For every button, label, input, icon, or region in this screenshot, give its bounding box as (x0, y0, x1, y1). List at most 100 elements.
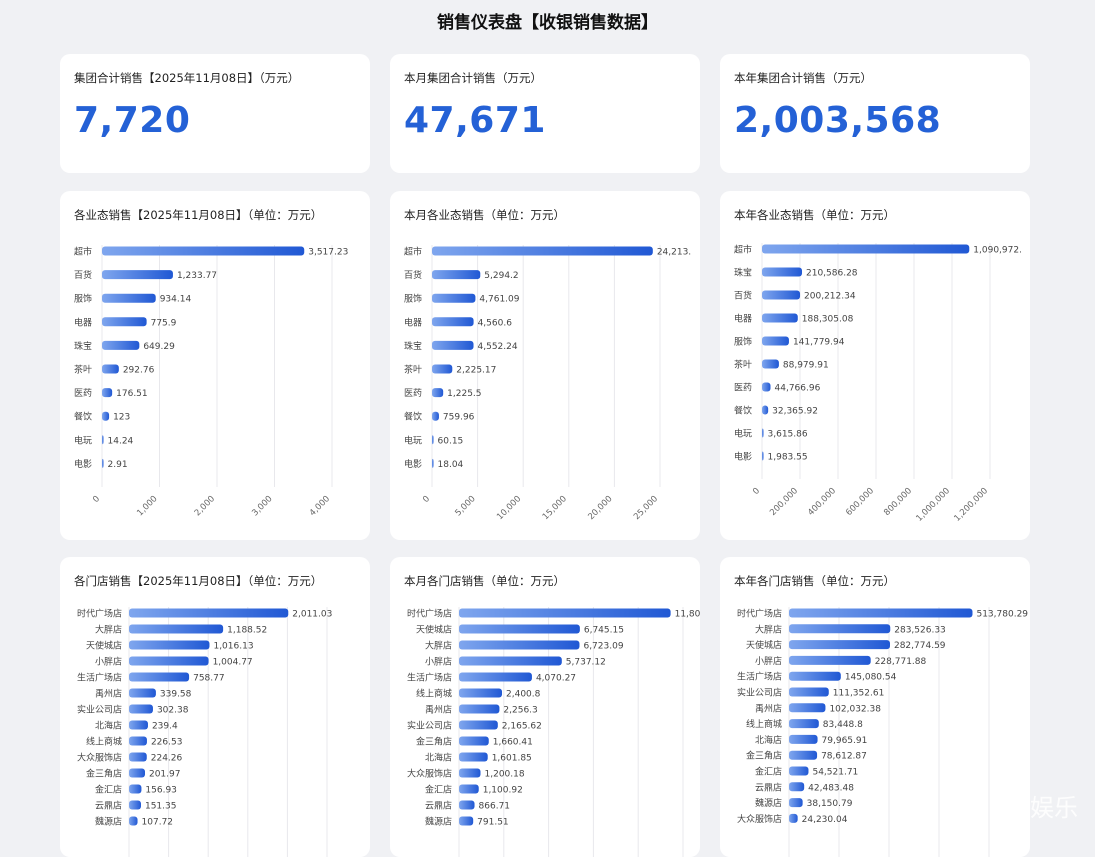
category-label: 北海店 (755, 734, 782, 746)
chart-title: 本年各业态销售（单位：万元） (734, 208, 895, 222)
kpi-monthly-value: 47,671 (404, 100, 546, 141)
value-label: 1,016.13 (213, 642, 253, 652)
kpi-monthly-title: 本月集团合计销售（万元） (404, 71, 542, 85)
bar (762, 267, 803, 277)
kpi-card-daily: 集团合计销售【2025年11月08日】（万元） 7,720 (60, 54, 370, 173)
bar (762, 313, 798, 323)
bar (459, 816, 474, 826)
bar-chart-daily-format: 0 1,000 2,000 3,000 4,000 超市 3,517.23 百货 1,233.7… (74, 245, 348, 518)
bar (459, 784, 479, 794)
bar (762, 451, 764, 461)
bar (459, 640, 580, 650)
category-label: 大众服饰店 (77, 752, 122, 764)
value-label: 283,526.33 (894, 625, 946, 635)
category-label: 金三角店 (86, 768, 122, 780)
bar (432, 270, 481, 280)
bar (789, 671, 841, 681)
category-label: 百货 (74, 269, 92, 281)
bar (789, 782, 805, 792)
kpi-card-monthly: 本月集团合计销售（万元） 47,671 (390, 54, 700, 173)
value-label: 107.72 (142, 818, 174, 828)
category-label: 电器 (734, 313, 752, 325)
category-label: 小胖店 (755, 655, 782, 667)
category-label: 餐饮 (734, 405, 752, 417)
bar (129, 672, 190, 682)
value-label: 2,225.17 (456, 366, 496, 376)
value-label: 210,586.28 (806, 269, 858, 279)
value-label: 88,979.91 (783, 361, 829, 371)
category-label: 服饰 (734, 336, 752, 348)
category-label: 茶叶 (734, 359, 752, 371)
category-label: 天使城店 (746, 639, 782, 651)
kpi-card-yearly: 本年集团合计销售（万元） 2,003,568 (720, 54, 1030, 173)
category-label: 实业公司店 (737, 687, 782, 699)
value-label: 24,213. (657, 248, 691, 258)
bar (762, 290, 801, 300)
value-label: 156.93 (145, 786, 177, 796)
x-tick-label: 1,000 (135, 494, 159, 518)
value-label: 4,552.24 (478, 342, 518, 352)
value-label: 6,723.09 (583, 642, 623, 652)
bar (129, 688, 156, 698)
category-label: 超市 (74, 246, 92, 258)
bar (459, 800, 475, 810)
value-label: 1,601.85 (492, 754, 532, 764)
bar (789, 719, 819, 729)
bar (129, 608, 289, 618)
category-label: 生活广场店 (407, 672, 452, 684)
value-label: 2,165.62 (502, 722, 542, 732)
chart-card-daily-store: 各门店销售【2025年11月08日】（单位：万元） 时代广场店 2,011.03 大… (60, 557, 370, 857)
category-label: 珠宝 (74, 340, 92, 352)
category-label: 医药 (734, 383, 752, 394)
value-label: 649.29 (143, 342, 175, 352)
category-label: 生活广场店 (77, 672, 122, 684)
value-label: 18.04 (438, 460, 464, 470)
value-label: 32,365.92 (772, 407, 818, 417)
value-label: 111,352.61 (833, 689, 885, 699)
value-label: 11,809 (675, 610, 700, 620)
category-label: 电影 (734, 451, 752, 463)
bar (102, 293, 156, 303)
value-label: 4,560.6 (478, 318, 513, 328)
category-label: 茶叶 (404, 364, 422, 376)
chart-card-yearly-store: 本年各门店销售（单位：万元） 时代广场店 513,780.29 大胖店 283,526… (720, 557, 1030, 857)
bar (762, 359, 779, 369)
value-label: 282,774.59 (894, 641, 946, 651)
bar (129, 736, 147, 746)
value-label: 759.96 (443, 413, 475, 423)
category-label: 珠宝 (404, 340, 422, 352)
chart-title: 本月各门店销售（单位：万元） (404, 574, 565, 588)
category-label: 禹州店 (755, 702, 782, 714)
watermark: 娱乐 (1030, 794, 1078, 822)
bar (459, 736, 489, 746)
bar (789, 703, 826, 713)
category-label: 小胖店 (425, 656, 452, 668)
x-tick-label: 1,000,000 (914, 486, 952, 524)
bar (129, 784, 142, 794)
bar (459, 704, 500, 714)
x-tick-label: 400,000 (806, 486, 838, 518)
category-label: 珠宝 (734, 267, 752, 279)
category-label: 电玩 (404, 434, 422, 446)
value-label: 1,233.77 (177, 271, 217, 281)
category-label: 金三角店 (746, 750, 782, 762)
bar (459, 672, 532, 682)
category-label: 电影 (404, 458, 422, 470)
bar (432, 364, 453, 374)
value-label: 2.91 (108, 460, 128, 470)
bar (102, 270, 173, 280)
category-label: 大众服饰店 (737, 813, 782, 825)
chart-title: 各业态销售【2025年11月08日】（单位：万元） (74, 208, 323, 222)
category-label: 大胖店 (95, 624, 122, 636)
value-label: 224.26 (151, 754, 183, 764)
bar-chart-daily-store: 时代广场店 2,011.03 大胖店 1,188.52 天使城店 1,016.13 小胖店 1… (77, 607, 332, 857)
bar-chart-monthly-store: 时代广场店 11,809 天使城店 6,745.15 大胖店 6,723.09 小胖店 5,7… (407, 607, 700, 857)
bar (789, 798, 803, 808)
value-label: 2,400.8 (506, 690, 541, 700)
x-tick-label: 0 (91, 494, 102, 505)
category-label: 实业公司店 (77, 704, 122, 716)
bar (129, 624, 224, 634)
category-label: 线上商城 (746, 718, 782, 730)
value-label: 5,737.12 (566, 658, 606, 668)
category-label: 生活广场店 (737, 671, 782, 683)
